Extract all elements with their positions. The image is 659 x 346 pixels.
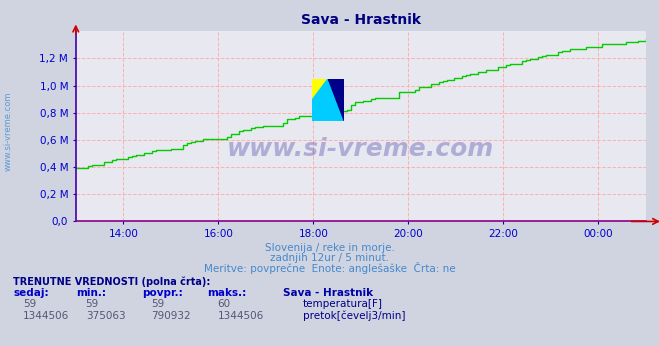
Text: min.:: min.: (76, 288, 106, 298)
Text: www.si-vreme.com: www.si-vreme.com (227, 137, 494, 161)
Text: TRENUTNE VREDNOSTI (polna črta):: TRENUTNE VREDNOSTI (polna črta): (13, 277, 211, 288)
Text: Meritve: povprečne  Enote: anglešaške  Črta: ne: Meritve: povprečne Enote: anglešaške Črt… (204, 262, 455, 274)
Title: Sava - Hrastnik: Sava - Hrastnik (301, 13, 421, 27)
Text: pretok[čevelj3/min]: pretok[čevelj3/min] (303, 310, 406, 321)
Text: www.si-vreme.com: www.si-vreme.com (3, 92, 13, 171)
Text: povpr.:: povpr.: (142, 288, 183, 298)
Polygon shape (312, 79, 328, 100)
Text: zadnjih 12ur / 5 minut.: zadnjih 12ur / 5 minut. (270, 253, 389, 263)
Polygon shape (328, 79, 344, 121)
Text: 59: 59 (86, 299, 99, 309)
Text: sedaj:: sedaj: (13, 288, 49, 298)
Text: 60: 60 (217, 299, 231, 309)
Text: 375063: 375063 (86, 311, 125, 321)
Text: Slovenija / reke in morje.: Slovenija / reke in morje. (264, 243, 395, 253)
Polygon shape (312, 79, 344, 121)
Text: Sava - Hrastnik: Sava - Hrastnik (283, 288, 374, 298)
Text: temperatura[F]: temperatura[F] (303, 299, 383, 309)
Text: 59: 59 (23, 299, 36, 309)
Text: 1344506: 1344506 (217, 311, 264, 321)
Text: 1344506: 1344506 (23, 311, 69, 321)
Text: maks.:: maks.: (208, 288, 247, 298)
Text: 790932: 790932 (152, 311, 191, 321)
Text: 59: 59 (152, 299, 165, 309)
